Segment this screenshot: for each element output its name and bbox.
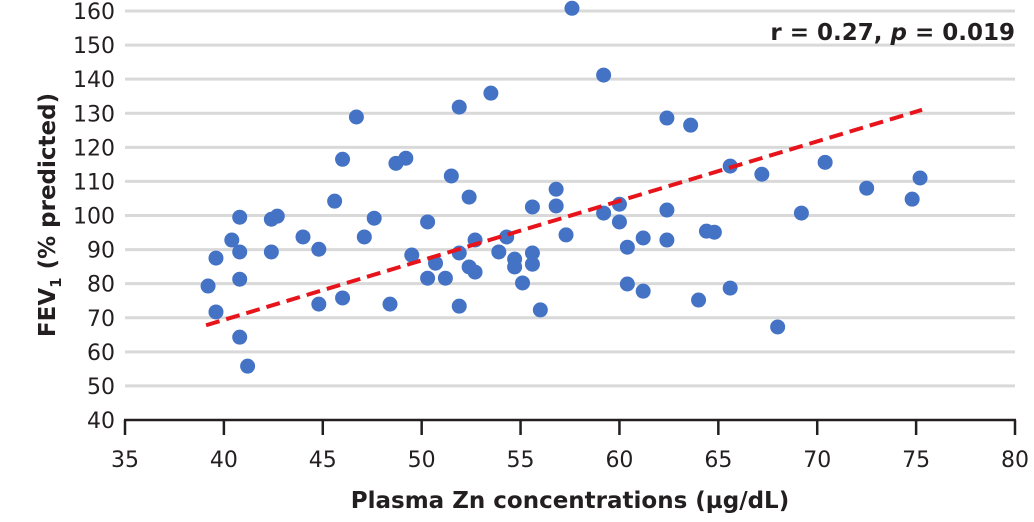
y-tick-label: 120 — [73, 136, 115, 161]
data-point — [904, 191, 920, 207]
data-point — [443, 168, 459, 184]
data-point — [208, 250, 224, 266]
data-point — [706, 224, 722, 240]
x-tick-label: 65 — [704, 448, 732, 473]
x-tick-label: 55 — [507, 448, 535, 473]
data-point — [635, 283, 651, 299]
data-point — [619, 239, 635, 255]
x-tick-label: 50 — [408, 448, 436, 473]
data-point — [564, 0, 580, 16]
x-tick-label: 60 — [605, 448, 633, 473]
data-point — [404, 247, 420, 263]
x-tick-label: 80 — [1001, 448, 1029, 473]
data-point — [524, 199, 540, 215]
data-point — [356, 229, 372, 245]
y-tick-label: 60 — [87, 341, 115, 366]
data-point — [611, 214, 627, 230]
data-point — [232, 244, 248, 260]
data-point — [295, 229, 311, 245]
data-point — [420, 214, 436, 230]
data-point — [754, 166, 770, 182]
y-tick-labels: 40 50 60 70 80 90 100 110 120 130 140 150 160 — [73, 0, 115, 434]
data-point — [507, 259, 523, 275]
data-point — [524, 256, 540, 272]
y-tick-label: 90 — [87, 239, 115, 264]
y-tick-label: 110 — [73, 170, 115, 195]
trendline-path — [205, 107, 923, 328]
data-point — [263, 244, 279, 260]
data-point — [722, 280, 738, 296]
data-point — [335, 151, 351, 167]
y-tick-label: 160 — [73, 0, 115, 25]
data-point — [596, 205, 612, 221]
data-point — [548, 181, 564, 197]
data-point — [224, 232, 240, 248]
data-point — [420, 270, 436, 286]
x-tick-label: 40 — [210, 448, 238, 473]
data-point — [240, 358, 256, 374]
y-tick-label: 130 — [73, 102, 115, 127]
y-tick-label: 150 — [73, 34, 115, 59]
data-point — [859, 180, 875, 196]
y-tick-label: 50 — [87, 375, 115, 400]
data-point — [327, 193, 343, 209]
data-point — [311, 241, 327, 257]
y-axis-title: FEV1 (% predicted) — [35, 93, 65, 337]
data-point — [912, 170, 928, 186]
data-point — [817, 154, 833, 170]
gridlines — [125, 9, 1015, 388]
data-point — [335, 290, 351, 306]
data-point — [451, 99, 467, 115]
data-point — [382, 296, 398, 312]
data-point — [515, 275, 531, 291]
data-point — [437, 270, 453, 286]
data-point — [451, 298, 467, 314]
data-point — [793, 205, 809, 221]
data-point — [558, 227, 574, 243]
data-point — [635, 230, 651, 246]
trendline — [205, 107, 923, 328]
data-point — [467, 264, 483, 280]
data-point — [208, 304, 224, 320]
data-point — [548, 198, 564, 214]
data-point — [524, 245, 540, 261]
x-tick-label: 75 — [902, 448, 930, 473]
data-point — [770, 319, 786, 335]
data-point — [232, 209, 248, 225]
data-point — [659, 110, 675, 126]
y-tick-label: 70 — [87, 307, 115, 332]
x-tick-label: 35 — [111, 448, 139, 473]
y-tick-label: 100 — [73, 205, 115, 230]
data-point — [348, 109, 364, 125]
y-tick-label: 140 — [73, 68, 115, 93]
data-point — [232, 329, 248, 345]
data-point — [366, 210, 382, 226]
data-point — [491, 244, 507, 260]
data-point — [269, 208, 285, 224]
data-point — [232, 271, 248, 287]
correlation-annotation: r = 0.27, p = 0.019 — [770, 20, 1015, 46]
data-point — [659, 232, 675, 248]
data-point — [200, 278, 216, 294]
x-axis-title: Plasma Zn concentrations (µg/dL) — [351, 488, 789, 514]
data-point — [483, 85, 499, 101]
data-point — [596, 67, 612, 83]
data-point — [461, 189, 477, 205]
data-point — [398, 150, 414, 166]
x-axis: 35 40 45 50 55 60 65 70 75 80 — [111, 418, 1029, 473]
x-tick-label: 45 — [309, 448, 337, 473]
data-point — [659, 202, 675, 218]
data-point — [619, 276, 635, 292]
y-tick-label: 80 — [87, 273, 115, 298]
data-points — [200, 0, 928, 374]
data-point — [691, 292, 707, 308]
y-tick-label: 40 — [87, 409, 115, 434]
data-point — [683, 117, 699, 133]
x-tick-label: 70 — [803, 448, 831, 473]
data-point — [532, 302, 548, 318]
data-point — [311, 296, 327, 312]
data-point — [428, 255, 444, 271]
